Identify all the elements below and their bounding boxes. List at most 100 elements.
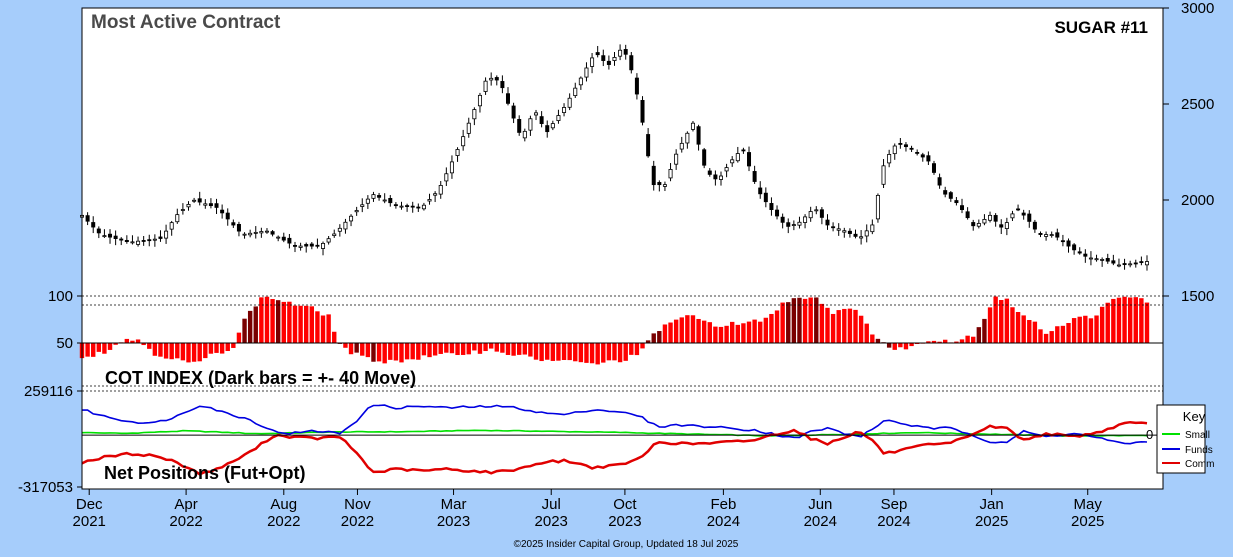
candle xyxy=(1038,233,1043,235)
candle xyxy=(253,231,258,234)
legend-label-small: Small xyxy=(1185,430,1210,441)
cot-bar xyxy=(752,319,757,343)
candle xyxy=(758,187,763,195)
cot-bar xyxy=(724,325,729,343)
x-tick-label-year: 2025 xyxy=(975,513,1008,530)
candle xyxy=(248,232,253,236)
candle xyxy=(853,233,858,237)
cot-bar xyxy=(427,343,432,358)
candle xyxy=(847,230,852,234)
chart-title: Most Active Contract xyxy=(91,12,281,33)
cot-bar xyxy=(449,343,455,354)
cot-bar xyxy=(275,300,281,343)
x-tick-label-month: Nov xyxy=(344,496,371,513)
x-tick-label-year: 2024 xyxy=(804,513,837,530)
cot-bar xyxy=(1055,326,1060,343)
cot-bar xyxy=(971,336,976,343)
candle xyxy=(651,165,656,186)
candle xyxy=(993,215,998,222)
cot-bar xyxy=(937,341,942,343)
candle xyxy=(449,161,454,174)
candle xyxy=(315,244,320,247)
candle xyxy=(668,169,673,179)
candle xyxy=(477,94,482,107)
candle xyxy=(192,199,197,202)
candle xyxy=(976,223,981,227)
candle xyxy=(152,238,157,241)
cot-bar xyxy=(500,343,505,353)
candle xyxy=(741,149,746,152)
candle xyxy=(214,203,219,208)
cot-bar xyxy=(102,343,107,354)
candle xyxy=(1072,244,1077,251)
cot-bar xyxy=(836,310,841,343)
cot-bar xyxy=(550,343,556,361)
cot-bar xyxy=(797,297,802,343)
price-candles xyxy=(80,44,1149,271)
cot-bar xyxy=(819,303,825,343)
cot-bar xyxy=(270,299,275,343)
candle xyxy=(567,97,572,108)
cot-bar xyxy=(360,343,365,356)
cot-bar xyxy=(629,343,634,355)
x-tick-label-month: May xyxy=(1074,496,1103,513)
candle xyxy=(270,231,275,235)
cot-bar xyxy=(707,322,712,343)
plot-area xyxy=(82,8,1163,489)
cot-bar xyxy=(942,339,948,343)
cot-bar xyxy=(348,343,354,355)
candle xyxy=(550,123,555,129)
cot-bar xyxy=(657,331,662,343)
candle xyxy=(427,199,432,202)
candle xyxy=(113,235,118,240)
cot-bar xyxy=(214,343,219,353)
candle xyxy=(399,205,404,208)
cot-bar xyxy=(573,343,578,362)
cot-bar xyxy=(292,305,298,343)
candle xyxy=(494,77,499,81)
cot-bar xyxy=(696,318,701,343)
series-line-funds xyxy=(82,404,1148,445)
zero-label: 0 xyxy=(1146,427,1153,442)
cot-bar xyxy=(309,306,315,343)
candle xyxy=(472,109,477,120)
cot-bar xyxy=(1010,307,1015,343)
cot-bar xyxy=(455,343,460,356)
candle xyxy=(646,134,651,157)
x-tick-label-year: 2022 xyxy=(169,513,202,530)
candle xyxy=(276,236,281,239)
candle xyxy=(1133,262,1138,265)
cot-bar xyxy=(1088,318,1094,343)
candle xyxy=(618,49,623,57)
cot-bar xyxy=(1060,325,1066,343)
cot-bar xyxy=(1043,333,1049,343)
cot-bar xyxy=(617,343,623,363)
cot-bar xyxy=(219,343,225,354)
candle xyxy=(578,77,583,86)
cot-bar xyxy=(163,343,169,359)
candle xyxy=(1010,213,1015,219)
cot-bar xyxy=(393,343,399,361)
candle xyxy=(1083,253,1088,257)
cot-bar xyxy=(612,343,617,361)
cot-bar xyxy=(130,340,135,343)
candle xyxy=(231,222,236,226)
cot-bar xyxy=(1094,315,1099,343)
candle xyxy=(1111,260,1116,264)
x-tick-label-month: Jul xyxy=(542,496,561,513)
cot-bar xyxy=(208,343,214,354)
x-tick-label-year: 2021 xyxy=(73,513,106,530)
cot-bar xyxy=(679,317,684,343)
candle xyxy=(864,230,869,237)
cot-bar xyxy=(668,322,673,343)
cot-bar xyxy=(730,321,735,343)
candle xyxy=(752,171,757,182)
cot-bar xyxy=(382,343,387,364)
candle xyxy=(1139,261,1144,263)
cot-bar xyxy=(287,301,292,343)
candle xyxy=(259,231,264,234)
cot-bar xyxy=(416,343,421,360)
cot-bar xyxy=(197,343,202,362)
net-positions-lines xyxy=(81,404,1148,476)
